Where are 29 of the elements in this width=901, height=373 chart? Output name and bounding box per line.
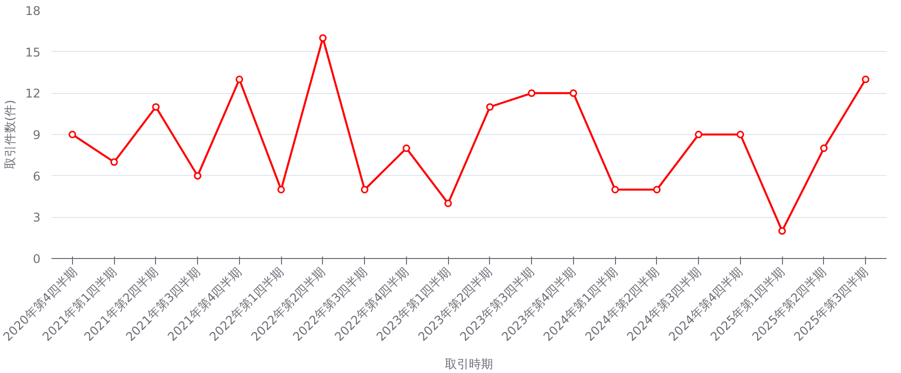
x-axis-title: 取引時期	[445, 356, 493, 371]
point	[277, 186, 285, 194]
y-tick-label: 18	[25, 4, 41, 18]
point	[360, 186, 368, 194]
point	[820, 144, 828, 152]
point	[194, 172, 202, 180]
y-tick-label: 9	[32, 128, 41, 142]
y-tick-label: 12	[25, 86, 41, 101]
point	[110, 158, 118, 166]
point	[528, 89, 536, 97]
point	[778, 227, 786, 235]
point	[653, 186, 661, 194]
point	[694, 130, 702, 138]
y-axis-title: 取引件数(件)	[3, 100, 18, 170]
point	[319, 34, 327, 42]
point	[486, 103, 494, 111]
point	[862, 76, 870, 84]
point	[611, 186, 619, 194]
point	[444, 200, 452, 208]
y-tick-label: 3	[32, 210, 41, 225]
point	[570, 89, 578, 97]
point	[152, 103, 160, 111]
y-tick-label: 0	[32, 252, 41, 266]
point	[236, 76, 244, 84]
point	[68, 130, 76, 138]
point	[402, 144, 410, 152]
point	[736, 130, 744, 138]
y-tick-label: 6	[32, 169, 41, 184]
y-tick-label: 15	[25, 45, 41, 60]
